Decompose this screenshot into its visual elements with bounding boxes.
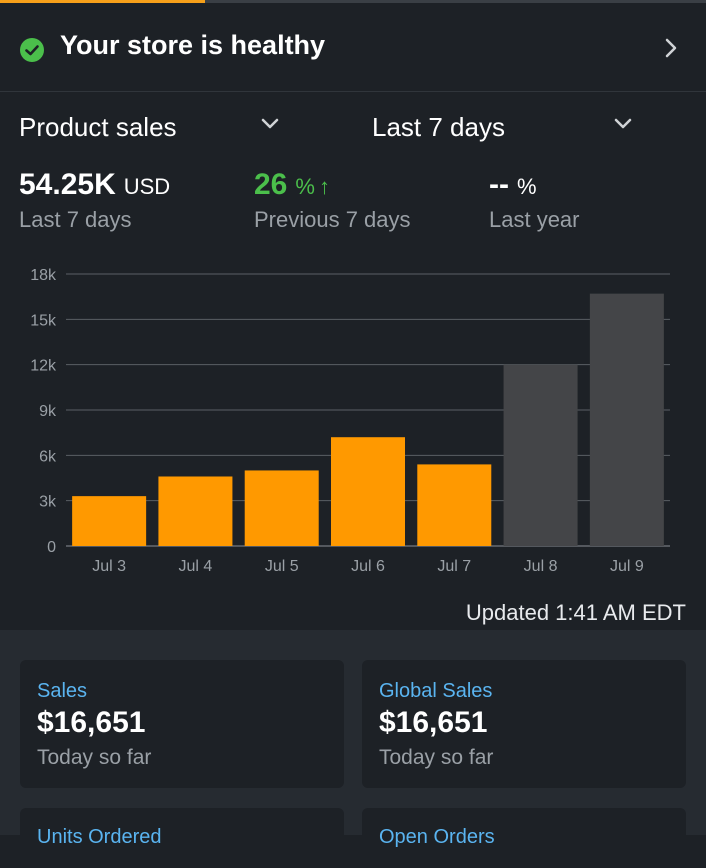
x-tick-label: Jul 7 [437, 558, 471, 575]
metric-last-year-change: --% [489, 168, 537, 202]
metric-selector-label[interactable]: Product sales [19, 112, 177, 142]
store-health-row[interactable]: Your store is healthy [0, 3, 706, 92]
period-selector-label[interactable]: Last 7 days [372, 112, 505, 142]
chevron-down-icon[interactable] [259, 116, 281, 132]
x-tick-label: Jul 3 [92, 558, 126, 575]
units-ordered-card[interactable]: Units Ordered [20, 808, 344, 868]
chart-bar [244, 470, 319, 546]
metric-total-value: 54.25K [19, 168, 116, 201]
sales-card-sub: Today so far [37, 746, 152, 769]
chart-selectors: Product sales Last 7 days [0, 92, 706, 162]
metric-last-year-period: Last year [489, 207, 580, 232]
summary-cards: Sales $16,651 Today so far Global Sales … [0, 630, 706, 868]
metric-previous-period: Previous 7 days [254, 207, 411, 232]
open-orders-card[interactable]: Open Orders [362, 808, 686, 868]
chart-bar [503, 364, 578, 546]
global-sales-card-value: $16,651 [379, 706, 488, 739]
metric-total-sales: 54.25K USD [19, 168, 170, 202]
metric-total-period: Last 7 days [19, 207, 132, 232]
metric-previous-unit: % [295, 174, 315, 199]
sales-card[interactable]: Sales $16,651 Today so far [20, 660, 344, 788]
chart-bar [72, 496, 147, 546]
chart-bar [158, 476, 233, 546]
global-sales-card-label: Global Sales [379, 680, 493, 702]
check-circle-icon [20, 38, 44, 62]
top-progress-accent [0, 0, 205, 3]
y-tick-label: 12k [30, 358, 57, 375]
y-tick-label: 18k [30, 267, 57, 284]
metric-previous-change: 26% ↑ [254, 168, 330, 202]
top-progress-bar [0, 0, 706, 3]
metric-last-year-value: -- [489, 168, 509, 201]
y-tick-label: 9k [39, 403, 57, 420]
y-tick-label: 6k [39, 448, 57, 465]
y-tick-label: 0 [47, 539, 56, 556]
global-sales-card[interactable]: Global Sales $16,651 Today so far [362, 660, 686, 788]
x-tick-label: Jul 4 [179, 558, 213, 575]
x-tick-label: Jul 9 [610, 558, 644, 575]
units-ordered-card-label: Units Ordered [37, 826, 162, 848]
x-tick-label: Jul 5 [265, 558, 299, 575]
sales-bar-chart: 0 3k 6k 9k 12k 15k 18k Jul 3 Jul 4 Jul 5 Jul 6 Jul … [30, 267, 670, 575]
arrow-up-icon: ↑ [318, 174, 330, 199]
y-tick-label: 3k [39, 494, 57, 511]
chevron-down-icon[interactable] [612, 116, 634, 132]
updated-timestamp: Updated 1:41 AM EDT [465, 600, 686, 625]
store-health-title: Your store is healthy [60, 30, 326, 60]
metric-last-year-unit: % [516, 174, 537, 199]
sales-card-value: $16,651 [37, 706, 146, 739]
y-tick-label: 15k [30, 312, 57, 329]
metric-total-unit: USD [123, 174, 171, 199]
chevron-right-icon[interactable] [660, 35, 682, 61]
chart-bar [589, 293, 664, 546]
open-orders-card-label: Open Orders [379, 826, 495, 848]
chart-bar [331, 437, 405, 546]
global-sales-card-sub: Today so far [379, 746, 494, 769]
x-tick-label: Jul 6 [351, 558, 385, 575]
x-tick-label: Jul 8 [524, 558, 558, 575]
sales-card-label: Sales [37, 680, 88, 702]
metric-previous-value: 26 [254, 168, 288, 201]
chart-bar [417, 464, 492, 546]
